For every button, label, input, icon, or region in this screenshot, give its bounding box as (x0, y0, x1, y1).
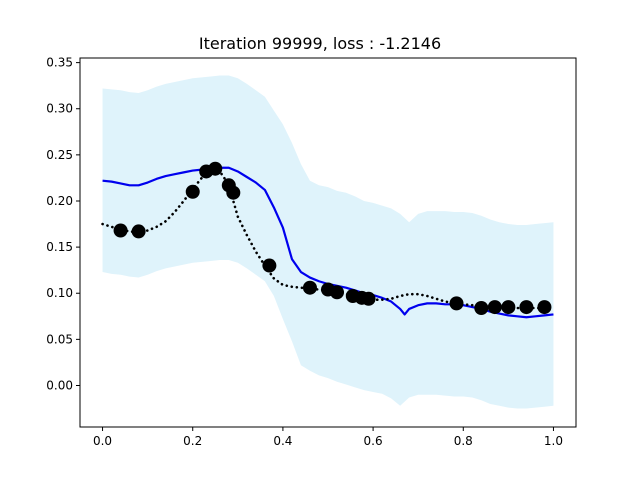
series-line-dotted (101, 167, 555, 310)
axes-layer: 0.0 0.2 0.4 0.6 0.8 1.0 0.00 0.05 0.10 0.15 0.20 0.… (46, 56, 577, 448)
x-tick-label: 0.8 (454, 434, 473, 448)
x-tick-label: 0.4 (273, 434, 292, 448)
observation-point (226, 185, 241, 200)
y-tick-label: 0.20 (46, 194, 73, 208)
observation-point (449, 296, 464, 311)
y-tick-label: 0.00 (46, 378, 73, 392)
y-tick-label: 0.30 (46, 102, 73, 116)
x-tick-label: 1.0 (544, 434, 563, 448)
observation-point (330, 285, 345, 300)
x-tick-label: 0.2 (183, 434, 202, 448)
observation-point (113, 223, 128, 238)
observation-point (302, 280, 317, 295)
observation-points-layer (113, 161, 552, 315)
y-tick-label: 0.10 (46, 286, 73, 300)
y-tick-label: 0.35 (46, 56, 73, 70)
observation-point (519, 300, 534, 315)
x-tick-label: 0.0 (93, 434, 112, 448)
y-tick-label: 0.25 (46, 148, 73, 162)
x-tick-label: 0.6 (364, 434, 383, 448)
observation-point (131, 224, 146, 239)
observation-point (185, 184, 200, 199)
observation-point (501, 300, 516, 315)
uncertainty-band (102, 75, 554, 409)
uncertainty-band-layer (102, 75, 554, 409)
observation-point (537, 300, 552, 315)
observation-point (487, 300, 502, 315)
chart-title: Iteration 99999, loss : -1.2146 (199, 34, 441, 53)
observation-point (474, 301, 489, 315)
y-tick-label: 0.15 (46, 240, 73, 254)
observation-point (208, 161, 223, 176)
observation-point (361, 291, 376, 306)
axes-frame (79, 57, 577, 428)
y-tick-label: 0.05 (46, 332, 73, 346)
observation-point (262, 258, 277, 273)
